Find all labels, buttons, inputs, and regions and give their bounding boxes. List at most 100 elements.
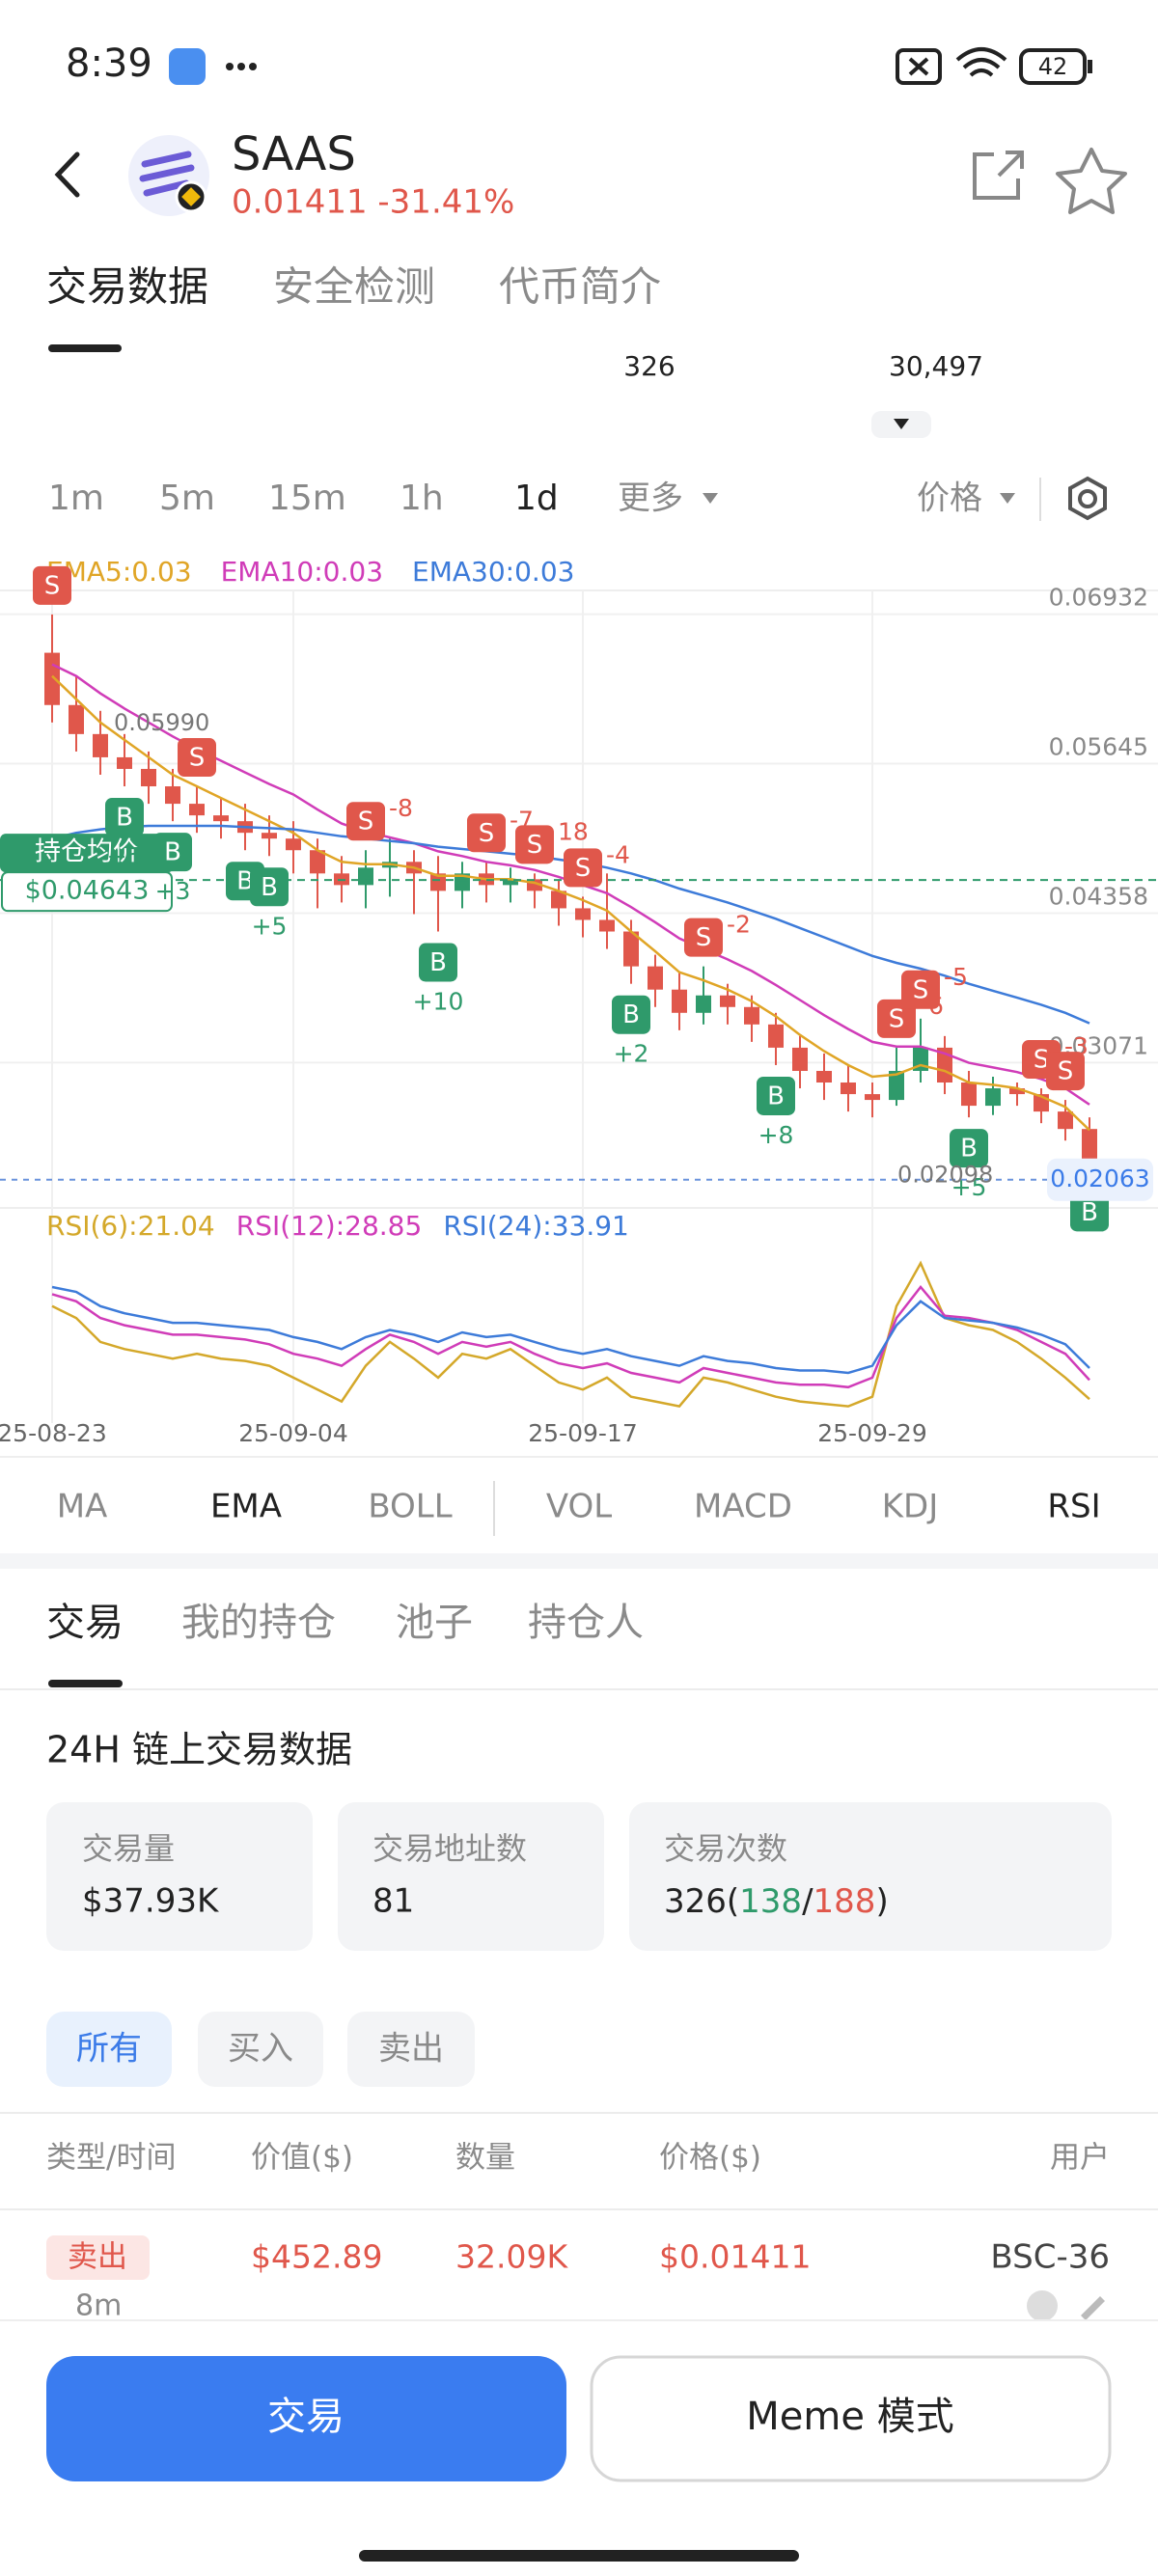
trade-marker-note: 18 (558, 817, 589, 845)
candle-body (792, 1047, 808, 1071)
column-header: 类型/时间 (46, 2141, 176, 2176)
trade-tab[interactable]: 我的持仓 (181, 1601, 336, 1645)
avg-cost-title: 持仓均价 (35, 837, 139, 867)
stat-value-part: 326 (664, 1882, 727, 1921)
trade-price: $0.01411 (659, 2238, 811, 2276)
candle-body (648, 966, 663, 990)
trade-marker-label: S (889, 1004, 905, 1033)
trade-tab[interactable]: 池子 (396, 1601, 473, 1645)
filter-label: 买入 (228, 2030, 293, 2069)
interval[interactable]: 1h (400, 479, 444, 518)
filter-chip[interactable] (198, 2012, 323, 2087)
trade-marker (1070, 1192, 1109, 1232)
indicator-tab[interactable]: VOL (546, 1488, 612, 1526)
x-tick-label: 25-09-29 (817, 1419, 926, 1447)
home-indicator (359, 2550, 799, 2562)
trade-marker (757, 1076, 795, 1115)
favorite-button[interactable] (1056, 148, 1127, 214)
avg-cost-tag (0, 834, 174, 873)
legend-entry: RSI(24):33.91 (443, 1210, 629, 1242)
dropdown-arrow (703, 493, 718, 504)
back-button[interactable] (54, 151, 80, 198)
stat-card (629, 1802, 1112, 1951)
filter-label: 卖出 (378, 2030, 444, 2069)
trade-marker-label: S (44, 571, 61, 600)
column-header: 价值($) (251, 2141, 353, 2176)
indicator-tab[interactable]: MA (57, 1488, 108, 1526)
trade-marker (901, 970, 940, 1009)
candle-body (889, 1070, 904, 1101)
indicator-tab[interactable]: RSI (1047, 1488, 1100, 1526)
indicator-tab[interactable]: MACD (694, 1488, 792, 1526)
candle-body (358, 867, 373, 886)
tab[interactable]: 代币简介 (499, 263, 661, 311)
interval[interactable]: 5m (159, 479, 215, 518)
interval[interactable]: 15m (268, 479, 346, 518)
meme-button[interactable] (590, 2355, 1112, 2482)
price-mode[interactable]: 价格 (917, 480, 982, 518)
indicator-tab[interactable]: KDJ (882, 1488, 939, 1526)
interval[interactable]: 1d (514, 479, 559, 518)
candle-body (575, 908, 591, 920)
tab-indicator (48, 1680, 123, 1687)
tab[interactable]: 安全检测 (273, 263, 435, 311)
trade-marker (684, 918, 723, 957)
candle-body (816, 1070, 832, 1083)
filter-chip[interactable] (347, 2012, 475, 2087)
candle-body (455, 873, 470, 891)
trade-marker-label: S (575, 854, 592, 883)
trade-marker-label: S (1034, 1046, 1050, 1075)
trade-marker-note: -2 (727, 911, 751, 939)
y-tick-label: 0.06932 (1049, 584, 1148, 612)
filter-chip[interactable] (46, 2012, 172, 2087)
candle-body (985, 1088, 1001, 1107)
trade-user: BSC-36 (990, 2238, 1110, 2277)
y-tick-label: 0.04358 (1049, 882, 1148, 910)
trade-marker (346, 802, 385, 841)
candle-body (744, 1006, 759, 1025)
trade-marker (467, 813, 506, 853)
trade-tab[interactable]: 持仓人 (528, 1601, 644, 1645)
x-tick-label: 25-09-04 (238, 1419, 347, 1447)
rsi-line (51, 1260, 1090, 1408)
high-label: 0.05990 (114, 709, 209, 736)
trade-tab[interactable]: 交易 (46, 1601, 124, 1645)
summary-value: 326 (623, 350, 675, 382)
tab[interactable]: 交易数据 (46, 263, 208, 311)
trade-button[interactable] (46, 2356, 566, 2481)
stat-label: 交易地址数 (372, 1830, 527, 1867)
settings-button[interactable] (1068, 476, 1107, 521)
status-icons (896, 47, 1092, 85)
x-tick-label: 25-08-23 (0, 1419, 107, 1447)
trade-marker-note: -5 (944, 963, 968, 991)
stat-sells: 188 (813, 1882, 876, 1921)
indicator-tab[interactable]: BOLL (368, 1488, 452, 1526)
indicator-tab[interactable]: EMA (210, 1488, 282, 1526)
last-price-label: 0.02063 (1050, 1165, 1149, 1192)
candle-body (286, 838, 301, 851)
battery-level: 42 (1038, 53, 1068, 80)
trade-marker (419, 943, 457, 982)
trade-marker-label: B (116, 804, 133, 833)
trade-marker-note: +8 (758, 1121, 794, 1149)
legend-entry: EMA30:0.03 (412, 556, 574, 588)
candle-body (165, 786, 180, 805)
legend-entry: EMA10:0.03 (221, 556, 383, 588)
trade-marker (105, 798, 144, 837)
interval[interactable]: 1m (48, 479, 104, 518)
interval-more[interactable]: 更多 (618, 480, 683, 518)
trade-marker (564, 848, 602, 888)
summary-value: 30,497 (889, 350, 983, 382)
trade-marker (178, 738, 216, 778)
trade-marker-label: B (236, 867, 254, 896)
trade-marker (515, 825, 554, 864)
app-icon (169, 48, 206, 85)
trade-marker-label: S (527, 831, 543, 860)
edit-icon[interactable] (1081, 2296, 1105, 2320)
trade-marker-label: B (164, 838, 181, 867)
candle-body (117, 756, 132, 769)
share-button[interactable] (973, 151, 1024, 200)
meme-button-label: Meme 模式 (746, 2395, 953, 2439)
candle-body (551, 891, 566, 909)
